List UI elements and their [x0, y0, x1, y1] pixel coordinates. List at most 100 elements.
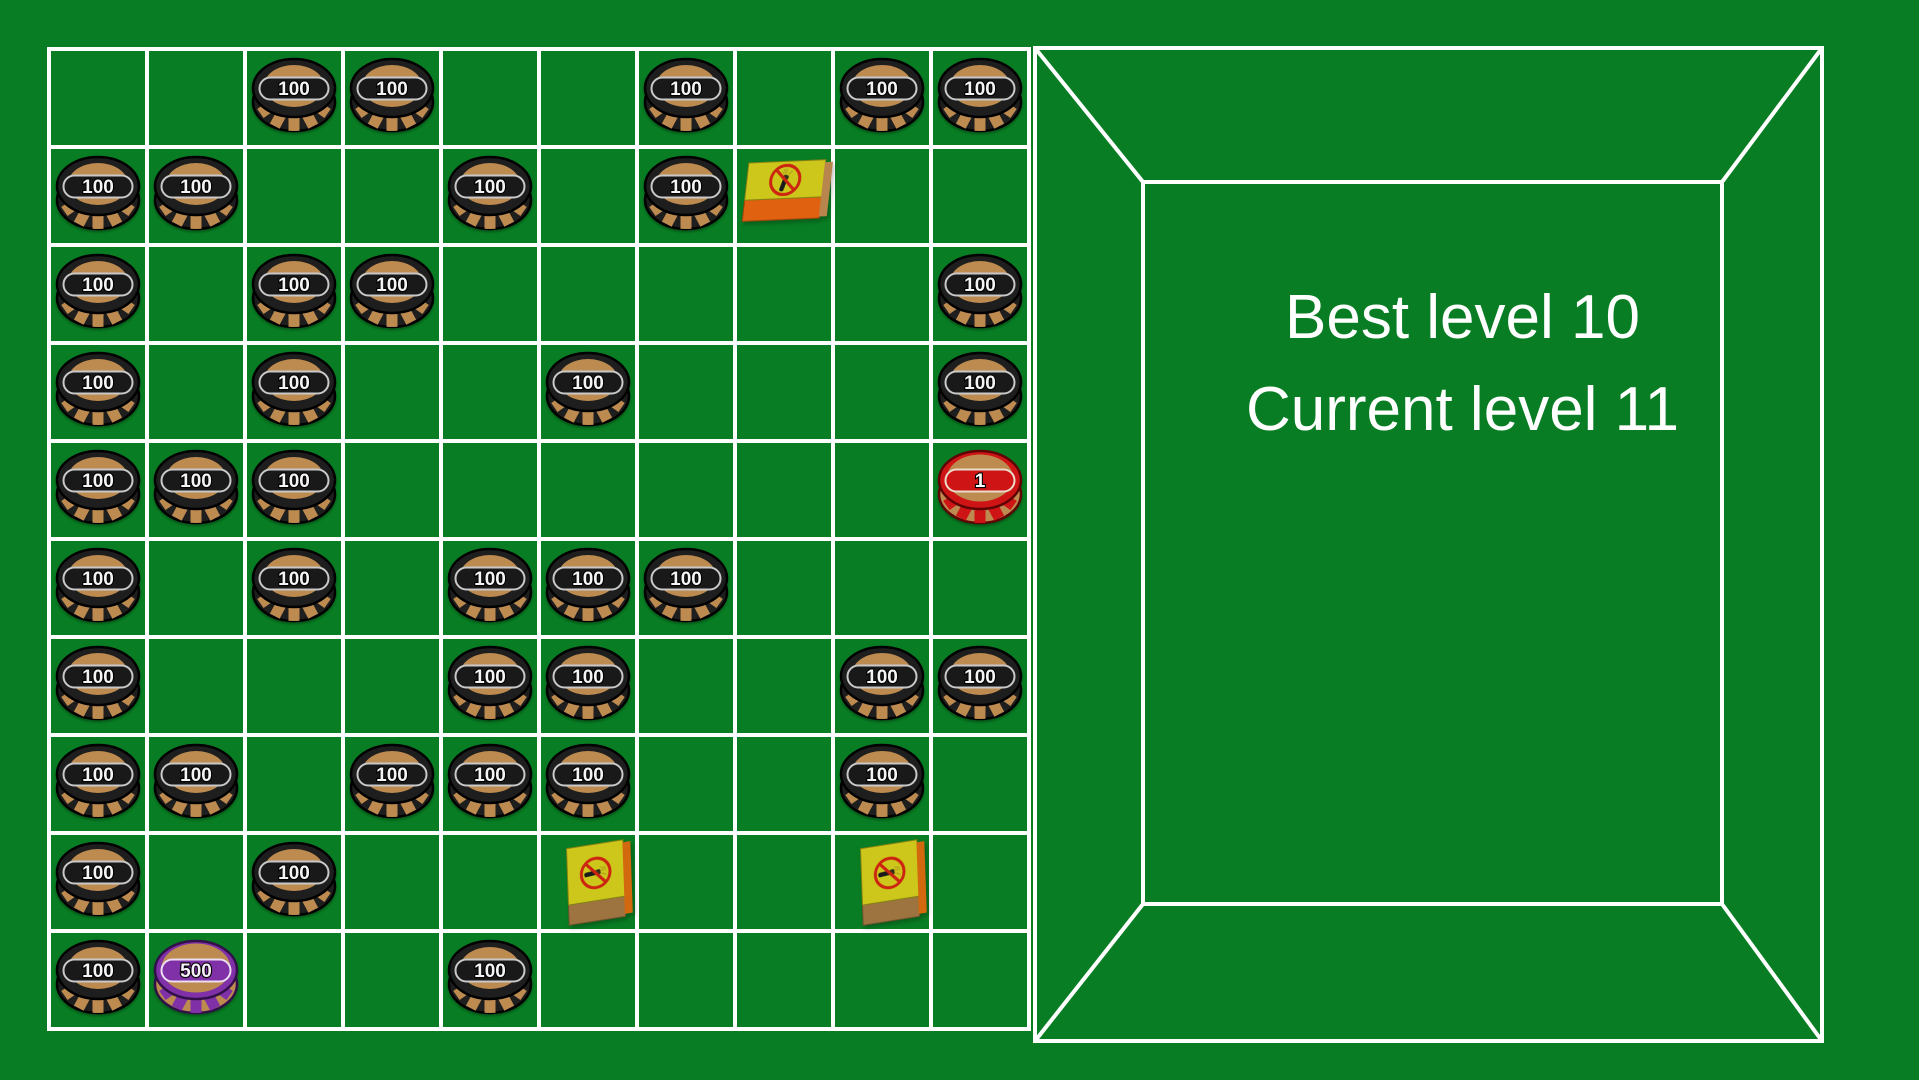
chip-graphic: 100: [937, 645, 1023, 721]
svg-text:100: 100: [670, 177, 702, 198]
chip-graphic: 100: [937, 253, 1023, 329]
chip-100[interactable]: 100: [443, 149, 537, 243]
chip-graphic: 100: [251, 253, 337, 329]
chip-100[interactable]: 100: [933, 51, 1027, 145]
panel-corner-line: [1033, 46, 1145, 184]
panel-corner-line: [1033, 902, 1145, 1043]
svg-text:100: 100: [670, 79, 702, 100]
chip-100[interactable]: 100: [247, 835, 341, 929]
chip-100[interactable]: 100: [51, 541, 145, 635]
chip-100[interactable]: 100: [345, 51, 439, 145]
svg-text:100: 100: [474, 177, 506, 198]
chip-graphic: 100: [55, 939, 141, 1015]
chip-graphic: 1: [937, 449, 1023, 525]
chip-graphic: 100: [251, 841, 337, 917]
chip-graphic: 100: [545, 645, 631, 721]
svg-text:100: 100: [82, 275, 114, 296]
chip-100[interactable]: 100: [541, 345, 635, 439]
chip-100[interactable]: 100: [51, 737, 145, 831]
chip-graphic: 100: [545, 351, 631, 427]
chip-100[interactable]: 100: [345, 737, 439, 831]
chip-graphic: 100: [55, 841, 141, 917]
chip-graphic: 100: [153, 743, 239, 819]
chip-graphic: 100: [643, 155, 729, 231]
chip-100[interactable]: 100: [443, 639, 537, 733]
chip-graphic: 100: [55, 449, 141, 525]
chip-100[interactable]: 100: [247, 443, 341, 537]
svg-text:100: 100: [572, 667, 604, 688]
svg-text:100: 100: [670, 569, 702, 590]
chip-graphic: 100: [643, 57, 729, 133]
chip-500[interactable]: 500: [149, 933, 243, 1027]
chip-100[interactable]: 100: [51, 835, 145, 929]
svg-text:1: 1: [975, 471, 986, 492]
chip-100[interactable]: 100: [149, 737, 243, 831]
svg-text:100: 100: [474, 569, 506, 590]
chip-graphic: 100: [349, 253, 435, 329]
matchbox-body: [741, 159, 833, 222]
svg-text:100: 100: [82, 373, 114, 394]
chip-graphic: 100: [55, 645, 141, 721]
chip-100[interactable]: 100: [345, 247, 439, 341]
chip-100[interactable]: 100: [933, 639, 1027, 733]
level-status: Best level 10 Current level 11: [1173, 272, 1752, 456]
svg-text:100: 100: [572, 569, 604, 590]
chip-graphic: 100: [55, 253, 141, 329]
chip-100[interactable]: 100: [51, 149, 145, 243]
svg-text:100: 100: [82, 667, 114, 688]
chip-graphic: 100: [839, 57, 925, 133]
matchbox-top: [860, 839, 920, 906]
chip-100[interactable]: 100: [835, 639, 929, 733]
chip-100[interactable]: 100: [247, 541, 341, 635]
chip-graphic: 100: [937, 57, 1023, 133]
chip-100[interactable]: 100: [541, 737, 635, 831]
svg-text:100: 100: [278, 569, 310, 590]
chip-100[interactable]: 100: [247, 247, 341, 341]
chip-100[interactable]: 100: [51, 933, 145, 1027]
svg-text:100: 100: [866, 79, 898, 100]
chip-graphic: 100: [55, 351, 141, 427]
chip-100[interactable]: 100: [51, 345, 145, 439]
svg-text:100: 100: [474, 765, 506, 786]
svg-text:100: 100: [866, 765, 898, 786]
chip-100[interactable]: 100: [933, 247, 1027, 341]
chip-100[interactable]: 100: [835, 737, 929, 831]
chip-graphic: 100: [349, 743, 435, 819]
svg-text:100: 100: [572, 765, 604, 786]
chip-100[interactable]: 100: [149, 149, 243, 243]
chip-100[interactable]: 100: [933, 345, 1027, 439]
chip-100[interactable]: 100: [149, 443, 243, 537]
chip-100[interactable]: 100: [443, 541, 537, 635]
chip-100[interactable]: 100: [835, 51, 929, 145]
chip-100[interactable]: 100: [51, 443, 145, 537]
chip-100[interactable]: 100: [247, 51, 341, 145]
chip-100[interactable]: 100: [51, 639, 145, 733]
chip-100[interactable]: 100: [541, 541, 635, 635]
chip-100[interactable]: 100: [443, 933, 537, 1027]
svg-text:100: 100: [376, 79, 408, 100]
matchbox[interactable]: [835, 835, 929, 929]
svg-text:100: 100: [964, 373, 996, 394]
svg-text:100: 100: [82, 471, 114, 492]
chip-graphic: 100: [643, 547, 729, 623]
chip-100[interactable]: 100: [247, 345, 341, 439]
chip-100[interactable]: 100: [639, 51, 733, 145]
panel-inner-border: [1141, 180, 1724, 906]
no-matches-icon: [769, 163, 802, 197]
chip-100[interactable]: 100: [541, 639, 635, 733]
svg-text:100: 100: [82, 177, 114, 198]
chip-100[interactable]: 100: [639, 541, 733, 635]
chip-1[interactable]: 1: [933, 443, 1027, 537]
chip-graphic: 100: [447, 645, 533, 721]
matchbox[interactable]: [541, 835, 635, 929]
chip-100[interactable]: 100: [51, 247, 145, 341]
chip-graphic: 100: [153, 449, 239, 525]
chip-graphic: 100: [251, 547, 337, 623]
chip-graphic: 100: [839, 743, 925, 819]
no-matches-icon: [579, 856, 612, 889]
chip-100[interactable]: 100: [639, 149, 733, 243]
chip-100[interactable]: 100: [443, 737, 537, 831]
chip-graphic: 100: [447, 547, 533, 623]
matchbox[interactable]: [737, 149, 833, 243]
